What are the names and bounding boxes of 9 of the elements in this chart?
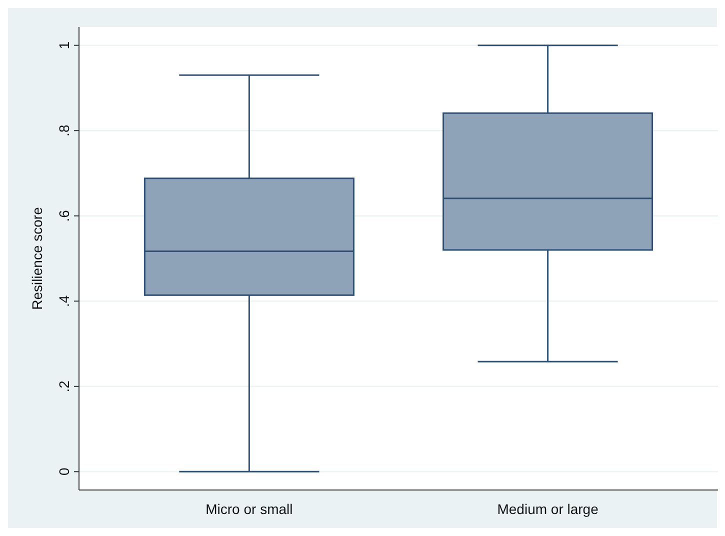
x-tick-label: Micro or small	[206, 501, 293, 517]
y-tick-label: 1	[56, 41, 72, 50]
y-tick-label: .2	[56, 380, 72, 392]
y-tick-label: .8	[56, 124, 72, 136]
y-tick-label: 0	[56, 468, 72, 476]
y-tick-label: .6	[56, 210, 72, 222]
x-tick-label: Medium or large	[497, 501, 599, 517]
y-tick-label: .4	[56, 295, 72, 307]
y-axis-title: Resilience score	[29, 206, 45, 310]
